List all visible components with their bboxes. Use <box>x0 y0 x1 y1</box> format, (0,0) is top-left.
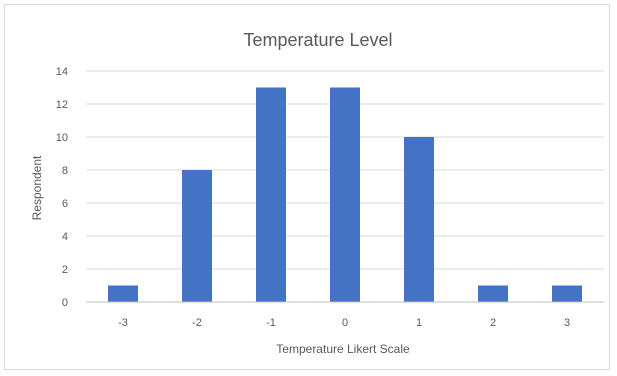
y-tick-label: 12 <box>56 99 68 111</box>
chart-frame <box>4 4 610 370</box>
bar--3 <box>108 285 138 302</box>
bar-2 <box>478 285 508 302</box>
x-tick-label: 1 <box>416 317 422 329</box>
x-tick-label: -3 <box>118 317 128 329</box>
bars <box>108 87 582 302</box>
y-tick-label: 4 <box>62 231 68 243</box>
x-axis-label: Temperature Likert Scale <box>276 342 410 356</box>
bar--2 <box>182 170 212 302</box>
x-tick-label: 3 <box>564 317 570 329</box>
x-tick-label: -1 <box>266 317 276 329</box>
y-tick-label: 0 <box>62 297 68 309</box>
bar--1 <box>256 87 286 302</box>
bar-1 <box>404 137 434 302</box>
x-tick-label: -2 <box>192 317 202 329</box>
y-tick-label: 8 <box>62 165 68 177</box>
y-tick-label: 6 <box>62 198 68 210</box>
y-tick-label: 2 <box>62 264 68 276</box>
y-axis-ticks: 0 2 4 6 8 10 12 14 <box>56 66 68 309</box>
bar-3 <box>552 285 582 302</box>
x-tick-label: 0 <box>342 317 348 329</box>
x-tick-label: 2 <box>490 317 496 329</box>
y-tick-label: 10 <box>56 132 68 144</box>
bar-0 <box>330 87 360 302</box>
x-axis-ticks: -3 -2 -1 0 1 2 3 <box>118 317 570 329</box>
y-axis-label: Respondent <box>30 155 44 220</box>
y-tick-label: 14 <box>56 66 68 78</box>
chart-title: Temperature Level <box>243 30 392 50</box>
